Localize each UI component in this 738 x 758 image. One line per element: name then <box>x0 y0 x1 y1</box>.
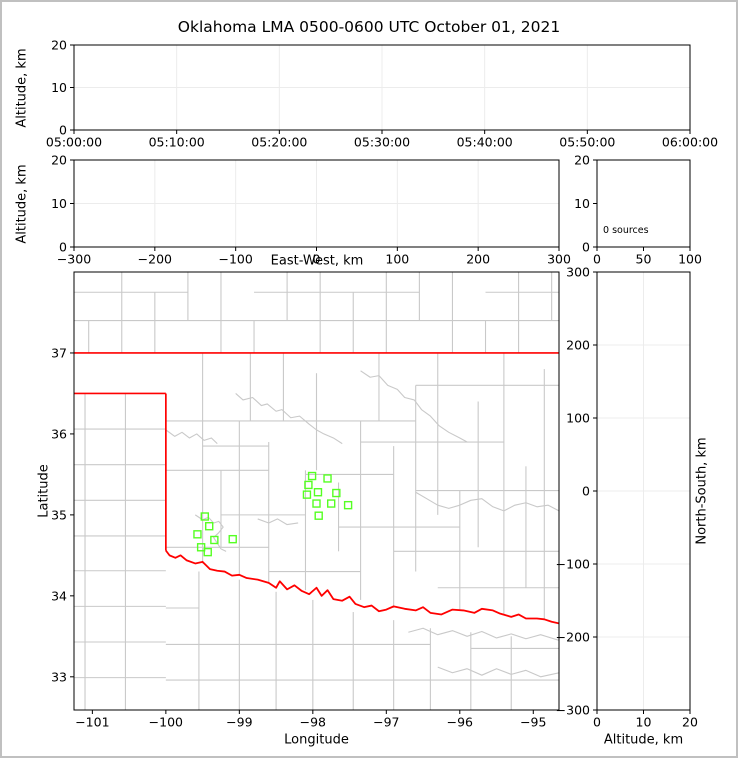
svg-text:−100: −100 <box>556 557 590 572</box>
svg-text:20: 20 <box>51 38 67 53</box>
ew-height-ylabel: Altitude, km <box>14 163 30 244</box>
svg-text:−96: −96 <box>447 715 473 730</box>
svg-text:−99: −99 <box>226 715 252 730</box>
time-height-ylabel: Altitude, km <box>14 47 30 128</box>
svg-text:05:20:00: 05:20:00 <box>251 135 307 150</box>
svg-text:−97: −97 <box>373 715 399 730</box>
svg-text:−100: −100 <box>218 252 252 267</box>
map-xlabel: Longitude <box>284 732 349 748</box>
svg-text:−98: −98 <box>300 715 326 730</box>
svg-text:06:00:00: 06:00:00 <box>662 135 718 150</box>
svg-text:−300: −300 <box>556 703 590 718</box>
svg-text:300: 300 <box>566 265 590 280</box>
svg-text:0: 0 <box>593 715 601 730</box>
svg-text:10: 10 <box>51 196 67 211</box>
svg-text:37: 37 <box>51 345 67 360</box>
svg-text:0: 0 <box>582 484 590 499</box>
map-ylabel: Latitude <box>36 464 52 518</box>
svg-text:05:30:00: 05:30:00 <box>354 135 410 150</box>
svg-text:10: 10 <box>636 715 652 730</box>
svg-text:200: 200 <box>466 252 490 267</box>
svg-text:50: 50 <box>636 252 652 267</box>
svg-text:0: 0 <box>59 123 67 138</box>
ew-height-xlabel: East-West, km <box>270 253 364 269</box>
svg-text:100: 100 <box>385 252 409 267</box>
figure-title: Oklahoma LMA 0500-0600 UTC October 01, 2… <box>177 18 561 36</box>
histogram-annotation: 0 sources <box>603 225 649 236</box>
svg-text:0: 0 <box>593 252 601 267</box>
svg-text:33: 33 <box>51 669 67 684</box>
ns-height-xlabel: Altitude, km <box>603 732 684 748</box>
svg-text:200: 200 <box>566 338 590 353</box>
svg-text:10: 10 <box>51 80 67 95</box>
svg-text:34: 34 <box>51 588 67 603</box>
svg-text:0: 0 <box>313 252 321 267</box>
svg-text:100: 100 <box>566 411 590 426</box>
svg-text:05:10:00: 05:10:00 <box>149 135 205 150</box>
svg-text:−200: −200 <box>556 630 590 645</box>
svg-text:05:40:00: 05:40:00 <box>457 135 513 150</box>
svg-text:100: 100 <box>678 252 702 267</box>
svg-text:−300: −300 <box>57 252 91 267</box>
svg-text:−200: −200 <box>138 252 172 267</box>
svg-text:36: 36 <box>51 426 67 441</box>
svg-text:10: 10 <box>574 196 590 211</box>
svg-text:−95: −95 <box>520 715 546 730</box>
svg-text:20: 20 <box>682 715 698 730</box>
svg-text:20: 20 <box>51 153 67 168</box>
svg-text:0: 0 <box>582 240 590 255</box>
svg-text:−100: −100 <box>149 715 183 730</box>
svg-text:35: 35 <box>51 507 67 522</box>
svg-text:05:00:00: 05:00:00 <box>46 135 102 150</box>
svg-text:300: 300 <box>547 252 571 267</box>
svg-text:05:50:00: 05:50:00 <box>559 135 615 150</box>
svg-text:0: 0 <box>59 240 67 255</box>
svg-text:−101: −101 <box>75 715 109 730</box>
svg-text:20: 20 <box>574 153 590 168</box>
ns-height-ylabel: North-South, km <box>694 437 710 545</box>
